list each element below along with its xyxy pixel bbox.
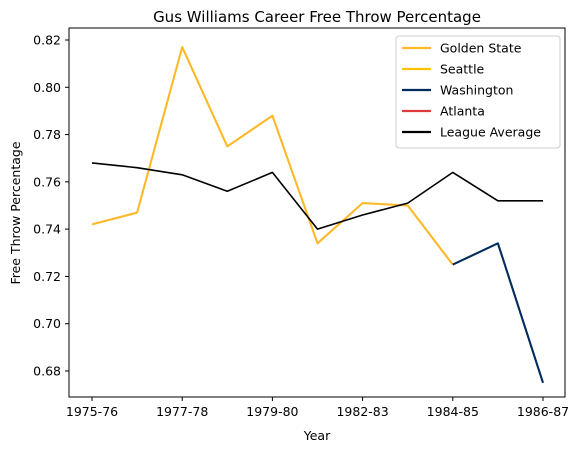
- x-axis: 1975-76 1977-78 1979-80 1982-83 1984-85 1986-…: [66, 397, 569, 419]
- y-tick-label: 0.70: [33, 316, 61, 331]
- legend: Golden State Seattle Washington Atlanta Leag…: [395, 35, 561, 149]
- plot-frame: [68, 27, 566, 398]
- y-axis-label: Free Throw Percentage: [8, 141, 23, 284]
- y-tick-label: 0.82: [33, 33, 61, 48]
- plot-area: [91, 46, 544, 384]
- y-tick-label: 0.74: [33, 222, 61, 237]
- y-tick-label: 0.78: [33, 127, 61, 142]
- x-tick-label: 1977-78: [156, 404, 208, 419]
- chart-title: Gus Williams Career Free Throw Percentag…: [153, 8, 481, 26]
- legend-label: Washington: [440, 83, 513, 98]
- legend-label: Atlanta: [440, 104, 485, 119]
- legend-label: League Average: [440, 125, 541, 140]
- y-tick-label: 0.80: [33, 80, 61, 95]
- legend-box: [395, 35, 561, 149]
- x-tick-label: 1982-83: [336, 404, 388, 419]
- y-tick-label: 0.76: [33, 174, 61, 189]
- x-tick-label: 1975-76: [66, 404, 118, 419]
- y-tick-label: 0.68: [33, 364, 61, 379]
- x-tick-label: 1986-87: [517, 404, 569, 419]
- y-tick-label: 0.72: [33, 269, 61, 284]
- legend-label: Golden State: [440, 41, 522, 56]
- x-axis-label: Year: [303, 428, 331, 443]
- x-tick-label: 1979-80: [246, 404, 298, 419]
- y-axis: 0.68 0.70 0.72 0.74 0.76 0.78 0.80 0.82: [33, 33, 69, 379]
- x-tick-label: 1984-85: [427, 404, 479, 419]
- series-line-2: [452, 242, 544, 384]
- legend-label: Seattle: [440, 62, 485, 77]
- series-line-4: [91, 162, 543, 230]
- series-line-0: [91, 46, 454, 266]
